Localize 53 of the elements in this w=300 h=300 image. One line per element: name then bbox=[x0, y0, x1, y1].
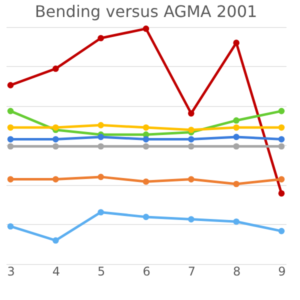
point bbox=[278, 136, 285, 142]
point bbox=[7, 124, 14, 131]
point bbox=[142, 143, 150, 150]
point bbox=[278, 190, 285, 197]
point bbox=[233, 117, 240, 124]
point bbox=[7, 82, 14, 88]
point bbox=[188, 176, 194, 182]
x-tick-label: 6 bbox=[142, 264, 150, 278]
point bbox=[278, 124, 285, 131]
x-tick-label: 3 bbox=[7, 264, 15, 278]
point bbox=[52, 66, 59, 72]
point bbox=[233, 134, 240, 140]
point bbox=[7, 108, 14, 114]
point bbox=[233, 218, 240, 225]
point bbox=[278, 108, 285, 114]
x-tick-label: 7 bbox=[188, 264, 196, 278]
point bbox=[52, 124, 59, 131]
point bbox=[188, 110, 194, 117]
point bbox=[142, 178, 150, 185]
point bbox=[188, 126, 194, 134]
point bbox=[52, 176, 59, 182]
point bbox=[98, 122, 104, 128]
point bbox=[278, 176, 285, 182]
point bbox=[233, 143, 240, 150]
point bbox=[52, 136, 59, 142]
point bbox=[142, 136, 150, 142]
point bbox=[278, 143, 285, 150]
point bbox=[98, 143, 104, 150]
point bbox=[98, 209, 104, 216]
x-tick-label: 9 bbox=[278, 264, 286, 278]
x-tick-label: 4 bbox=[52, 264, 60, 278]
point bbox=[98, 174, 104, 180]
point bbox=[52, 143, 59, 150]
point bbox=[142, 214, 150, 220]
point bbox=[52, 237, 59, 244]
point bbox=[7, 143, 14, 150]
point bbox=[188, 216, 194, 222]
point bbox=[188, 136, 194, 142]
point bbox=[98, 134, 104, 140]
x-tick-label: 8 bbox=[233, 264, 241, 278]
point bbox=[233, 40, 240, 46]
point bbox=[188, 143, 194, 150]
chart-title: Bending versus AGMA 2001 bbox=[34, 2, 258, 21]
point bbox=[7, 176, 14, 182]
point bbox=[278, 228, 285, 234]
point bbox=[142, 26, 150, 32]
x-tick-label: 5 bbox=[98, 264, 106, 278]
point bbox=[7, 136, 14, 142]
point bbox=[142, 124, 150, 131]
point bbox=[7, 223, 14, 230]
point bbox=[233, 180, 240, 188]
point bbox=[98, 34, 104, 42]
point bbox=[233, 124, 240, 131]
